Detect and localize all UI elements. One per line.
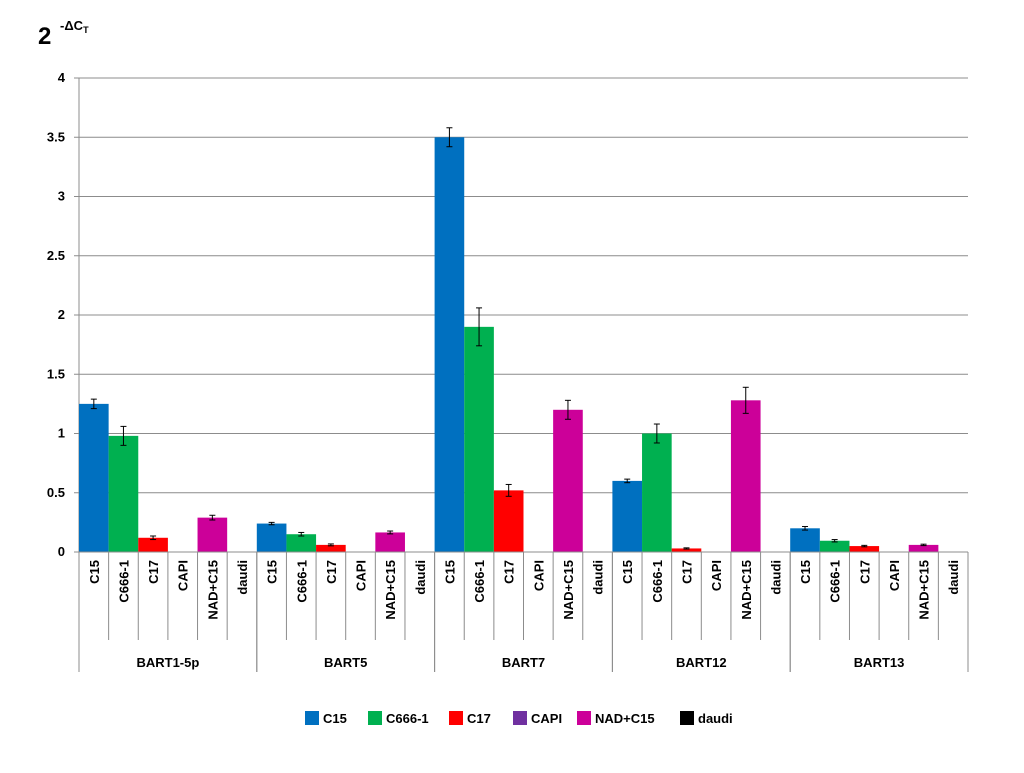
- category-label: CAPI: [354, 560, 369, 591]
- category-label: NAD+C15: [739, 560, 754, 620]
- category-label: CAPI: [531, 560, 546, 591]
- category-label: C666-1: [294, 560, 309, 603]
- legend-swatch: [305, 711, 319, 725]
- bar: [671, 548, 702, 552]
- category-label: C15: [798, 560, 813, 584]
- category-label: NAD+C15: [917, 560, 932, 620]
- y-tick-label: 0.5: [47, 485, 65, 500]
- legend-swatch: [513, 711, 527, 725]
- bar: [375, 532, 405, 552]
- bar: [464, 326, 494, 552]
- bar: [434, 137, 465, 552]
- legend-swatch: [368, 711, 382, 725]
- bar: [849, 546, 880, 552]
- legend-label: C15: [323, 711, 347, 726]
- x-axis: C15 C666-1 C17 CAPI NAD+C15 daudi BART1-5p C15 C…: [78, 551, 969, 672]
- bar: [730, 400, 761, 552]
- category-label: daudi: [591, 560, 606, 595]
- chart-title: 2 -ΔCT: [38, 18, 89, 50]
- bar: [819, 540, 850, 552]
- title-base: 2: [38, 23, 51, 50]
- category-label: daudi: [768, 560, 783, 595]
- bar: [79, 403, 109, 552]
- legend-label: C17: [467, 711, 491, 726]
- category-label: NAD+C15: [205, 560, 220, 620]
- y-tick-label: 1.5: [47, 366, 65, 381]
- category-label: CAPI: [887, 560, 902, 591]
- category-label: C666-1: [116, 560, 131, 603]
- category-label: C666-1: [472, 560, 487, 603]
- category-label: NAD+C15: [383, 560, 398, 620]
- category-label: C17: [857, 560, 872, 584]
- gridlines: [74, 77, 968, 553]
- title-exponent: -ΔCT: [60, 18, 89, 35]
- legend-label: CAPI: [531, 711, 562, 726]
- legend-label: C666-1: [386, 711, 429, 726]
- category-label: C15: [87, 560, 102, 584]
- category-label: NAD+C15: [561, 560, 576, 620]
- y-tick-label: 3: [58, 189, 65, 204]
- legend-label: NAD+C15: [595, 711, 655, 726]
- bars: [79, 127, 939, 552]
- bar: [108, 435, 139, 552]
- bar: [908, 544, 939, 552]
- bar: [316, 544, 346, 552]
- legend-swatch: [577, 711, 591, 725]
- legend-label: daudi: [698, 711, 733, 726]
- category-label: daudi: [946, 560, 961, 595]
- category-label: CAPI: [176, 560, 191, 591]
- category-label: daudi: [235, 560, 250, 595]
- category-label: C15: [442, 560, 457, 584]
- legend: C15 C666-1 C17 CAPI NAD+C15 daudi: [305, 711, 733, 726]
- group-label: BART1-5p: [136, 655, 199, 670]
- legend-swatch: [680, 711, 694, 725]
- bar: [493, 490, 524, 552]
- bar: [790, 528, 820, 552]
- bar: [197, 517, 228, 552]
- legend-swatch: [449, 711, 463, 725]
- group-label: BART7: [502, 655, 545, 670]
- category-label: C17: [679, 560, 694, 584]
- category-label: C666-1: [828, 560, 843, 603]
- category-label: C15: [620, 560, 635, 584]
- y-tick-label: 2.5: [47, 248, 65, 263]
- y-tick-label: 0: [58, 544, 65, 559]
- bar: [612, 480, 643, 552]
- y-tick-label: 4: [58, 70, 66, 85]
- category-label: C17: [146, 560, 161, 584]
- category-label: C17: [324, 560, 339, 584]
- category-label: C666-1: [650, 560, 665, 603]
- title-exponent-subscript: T: [83, 25, 89, 35]
- bar: [553, 409, 583, 552]
- category-label: C15: [265, 560, 280, 584]
- group-label: BART5: [324, 655, 367, 670]
- category-label: C17: [502, 560, 517, 584]
- bar: [286, 534, 317, 552]
- bar: [642, 433, 672, 552]
- y-axis-ticks: 0 0.5 1 1.5 2 2.5 3 3.5 4: [47, 70, 66, 559]
- category-label: daudi: [413, 560, 428, 595]
- title-exponent-prefix: -ΔC: [60, 18, 84, 33]
- group-label: BART12: [676, 655, 727, 670]
- y-tick-label: 2: [58, 307, 65, 322]
- bar: [256, 523, 287, 552]
- category-label: CAPI: [709, 560, 724, 591]
- y-tick-label: 3.5: [47, 129, 65, 144]
- group-label: BART13: [854, 655, 905, 670]
- y-tick-label: 1: [58, 426, 65, 441]
- bar: [138, 537, 168, 552]
